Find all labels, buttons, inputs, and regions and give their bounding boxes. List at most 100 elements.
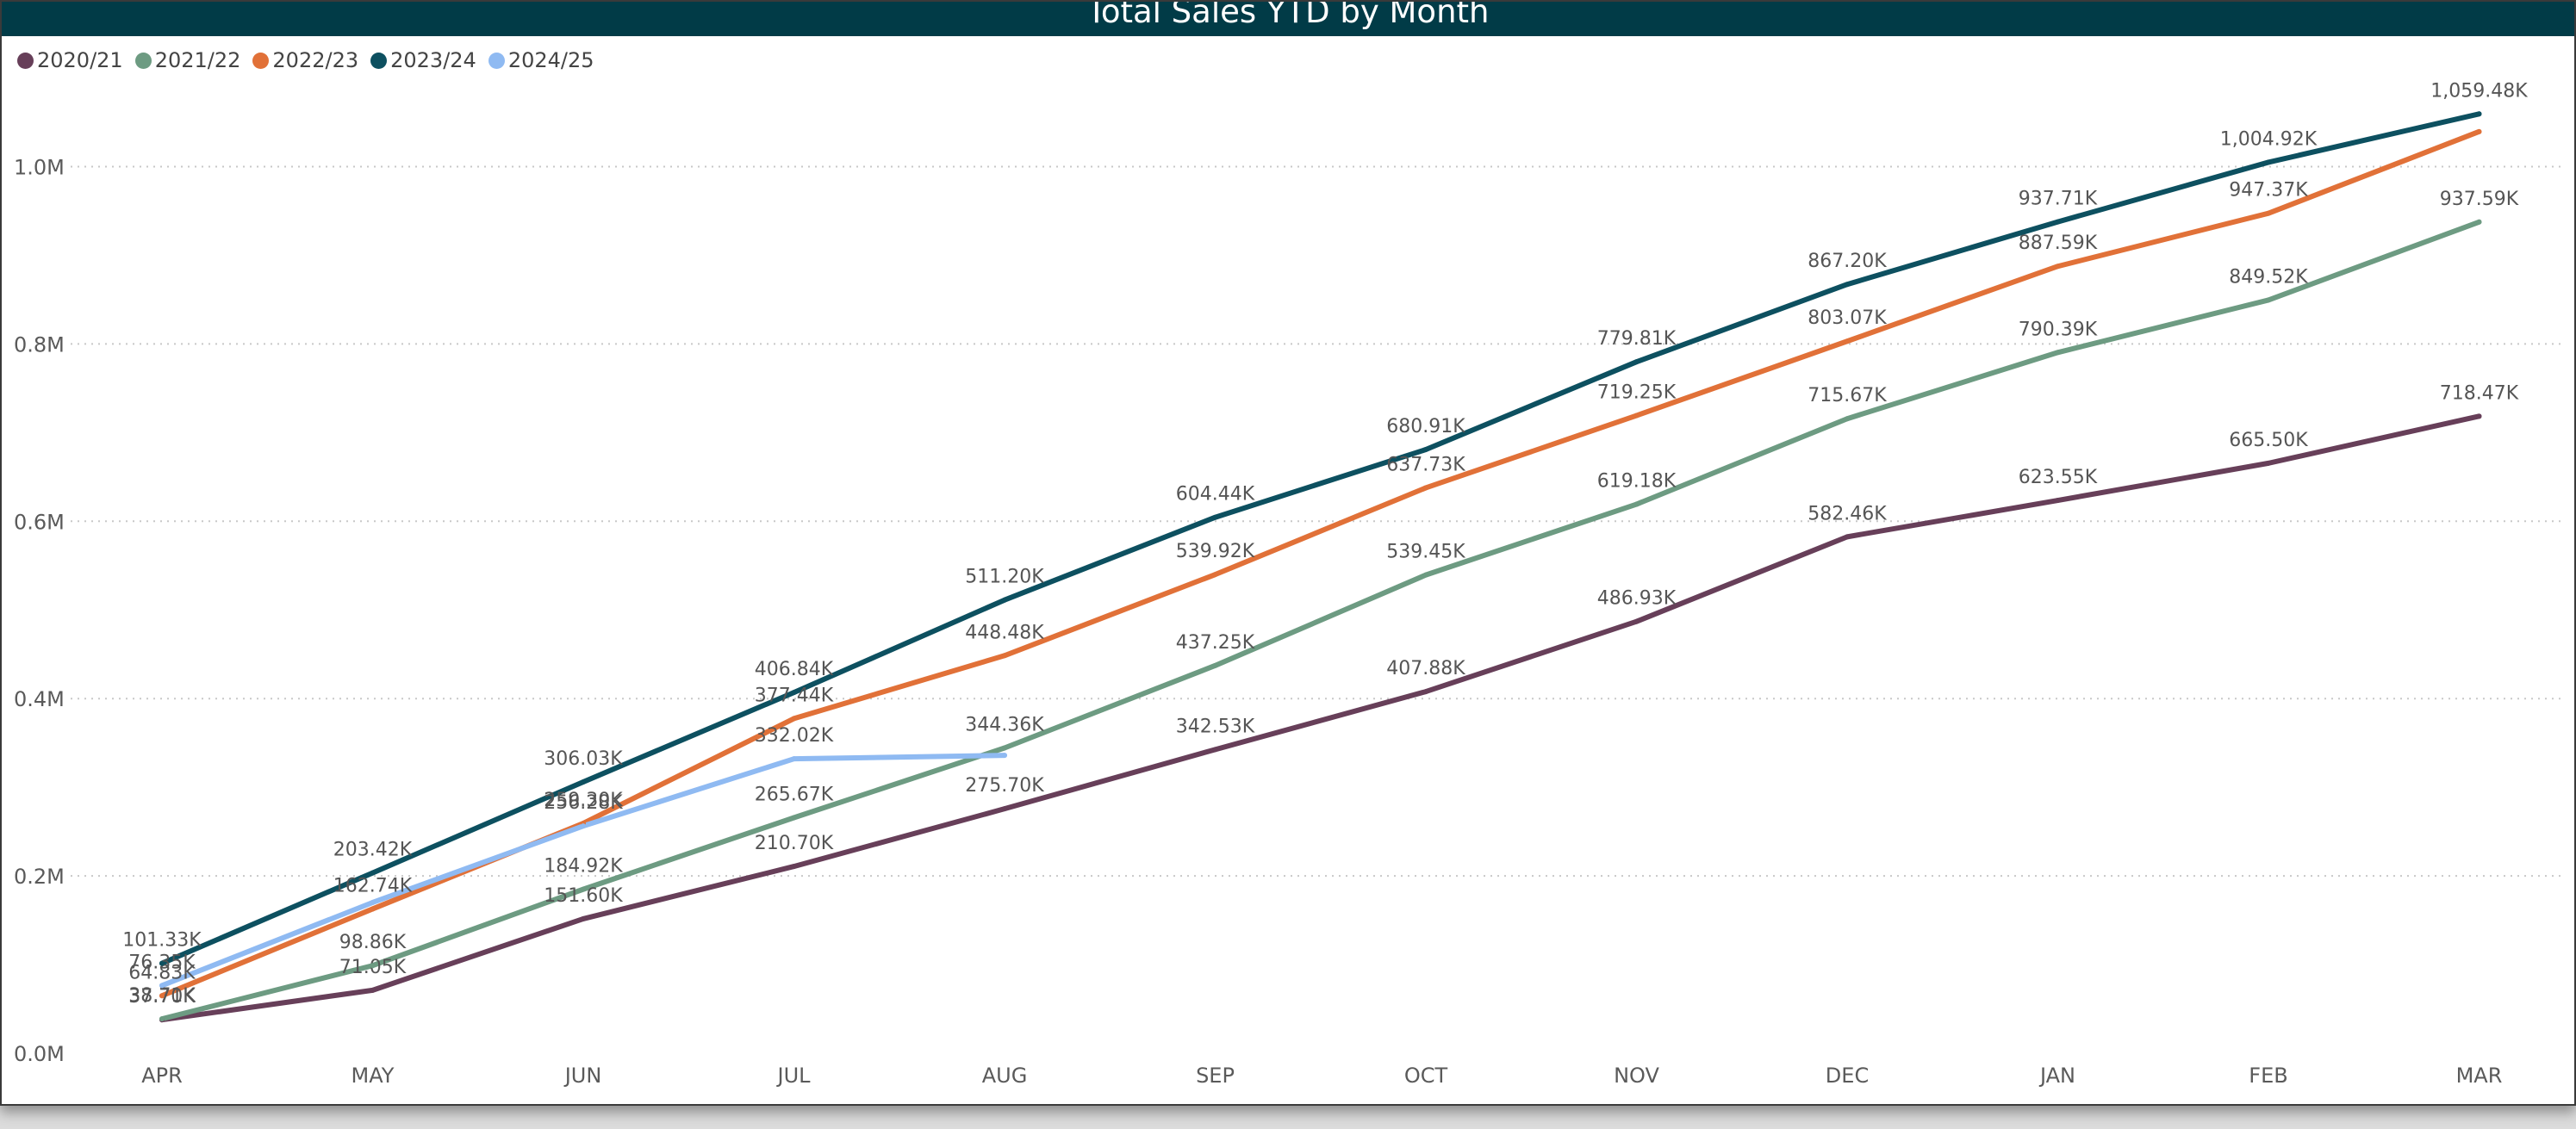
data-point	[1212, 747, 1218, 753]
data-point	[1423, 572, 1428, 578]
data-label: 275.70K	[965, 775, 1044, 797]
data-label: 790.39K	[2019, 319, 2098, 340]
data-point	[1633, 413, 1640, 419]
data-point	[2055, 264, 2061, 270]
title-bar: Total Sales YTD by Month	[2, 2, 2574, 36]
series-line-2020-21	[159, 413, 2482, 1023]
data-label: 718.47K	[2440, 382, 2519, 404]
legend-label: 2023/24	[390, 48, 476, 72]
data-label: 448.48K	[965, 622, 1044, 643]
data-point	[1423, 689, 1428, 695]
data-point	[1423, 485, 1428, 491]
data-point	[791, 756, 797, 762]
data-label: 332.02K	[755, 725, 834, 747]
data-point	[2266, 460, 2271, 466]
data-point	[791, 716, 797, 722]
legend-label: 2022/23	[272, 48, 359, 72]
x-tick-label: APR	[141, 1064, 183, 1088]
data-point	[791, 690, 797, 696]
legend-item-2021-22[interactable]: 2021/22	[134, 48, 241, 72]
data-label: 377.44K	[755, 685, 834, 706]
data-label: 1,004.92K	[2220, 128, 2318, 150]
legend-label: 2024/25	[507, 48, 594, 72]
data-point	[2476, 413, 2482, 419]
data-label: 539.92K	[1176, 541, 1255, 562]
data-label: 937.59K	[2440, 189, 2519, 210]
data-label: 101.33K	[122, 930, 202, 952]
data-point	[370, 870, 376, 876]
legend-marker	[134, 52, 152, 69]
chart-card: Total Sales YTD by Month 2020/21 2021/22 2…	[0, 0, 2576, 1106]
data-point	[2266, 297, 2271, 303]
data-label: 582.46K	[1808, 503, 1887, 524]
data-point	[1633, 501, 1640, 507]
data-label: 803.07K	[1808, 307, 1887, 329]
data-point	[1845, 282, 1850, 288]
legend-marker	[488, 52, 505, 69]
data-label: 619.18K	[1597, 471, 1677, 493]
line-chart: 0.0M 0.2M 0.4M 0.6M 0.8M 1.0M APR MAY JUN JUL AUG S…	[14, 80, 2565, 1088]
data-point	[1212, 514, 1218, 520]
legend-item-2024-25[interactable]: 2024/25	[488, 48, 594, 72]
data-label: 210.70K	[755, 833, 834, 854]
data-point	[159, 983, 165, 989]
data-point	[1212, 662, 1218, 668]
data-point	[370, 899, 376, 905]
y-tick-label: 0.8M	[14, 332, 65, 357]
legend-item-2020-21[interactable]: 2020/21	[17, 48, 123, 72]
data-label: 256.28K	[544, 792, 623, 814]
data-point	[1002, 806, 1007, 812]
chart-title: Total Sales YTD by Month	[1086, 0, 1490, 30]
data-point	[1002, 753, 1007, 759]
data-label: 306.03K	[544, 748, 623, 770]
data-label: 203.42K	[333, 840, 413, 861]
data-point	[1845, 416, 1850, 422]
data-point	[581, 779, 586, 785]
legend-item-2023-24[interactable]: 2023/24	[370, 48, 476, 72]
data-point	[2266, 210, 2271, 216]
data-point	[2476, 219, 2482, 225]
data-label: 265.67K	[755, 784, 834, 805]
data-label: 719.25K	[1597, 382, 1677, 404]
legend-marker	[252, 52, 270, 69]
data-point	[370, 963, 376, 969]
data-label: 680.91K	[1386, 416, 1465, 437]
data-label: 98.86K	[339, 932, 407, 953]
x-tick-label: AUG	[982, 1064, 1028, 1088]
data-point	[1002, 597, 1007, 603]
x-tick-label: JUN	[563, 1064, 602, 1088]
data-label: 342.53K	[1176, 716, 1255, 737]
data-label: 947.37K	[2229, 180, 2308, 202]
data-label: 344.36K	[965, 714, 1044, 735]
x-tick-label: MAR	[2456, 1064, 2503, 1088]
data-point	[581, 823, 586, 829]
data-label: 623.55K	[2019, 467, 2098, 488]
data-label: 867.20K	[1808, 251, 1887, 272]
x-tick-label: FEB	[2249, 1064, 2287, 1088]
data-point	[791, 864, 797, 870]
data-point	[159, 1016, 165, 1022]
data-point	[1002, 745, 1007, 751]
data-label: 887.59K	[2019, 233, 2098, 254]
x-tick-label: OCT	[1404, 1064, 1448, 1088]
x-tick-label: JAN	[2038, 1064, 2075, 1088]
series-line-2022-23	[159, 128, 2482, 999]
data-point	[1212, 572, 1218, 578]
data-point	[1423, 447, 1428, 453]
data-point	[1633, 618, 1640, 624]
data-point	[370, 987, 376, 993]
legend-item-2022-23[interactable]: 2022/23	[252, 48, 358, 72]
data-label: 486.93K	[1597, 588, 1677, 610]
data-label: 437.25K	[1176, 632, 1255, 654]
x-tick-label: JUL	[775, 1064, 811, 1088]
y-tick-label: 0.6M	[14, 510, 65, 534]
legend[interactable]: 2020/21 2021/22 2022/23 2023/24 2024/25	[17, 47, 607, 74]
data-label: 406.84K	[755, 659, 834, 680]
y-tick-label: 0.0M	[14, 1042, 65, 1066]
data-label: 849.52K	[2229, 266, 2308, 288]
data-label: 604.44K	[1176, 484, 1255, 506]
data-label: 76.35K	[128, 952, 196, 973]
data-point	[1845, 534, 1850, 540]
data-point	[2055, 350, 2061, 356]
legend-label: 2021/22	[154, 48, 241, 72]
